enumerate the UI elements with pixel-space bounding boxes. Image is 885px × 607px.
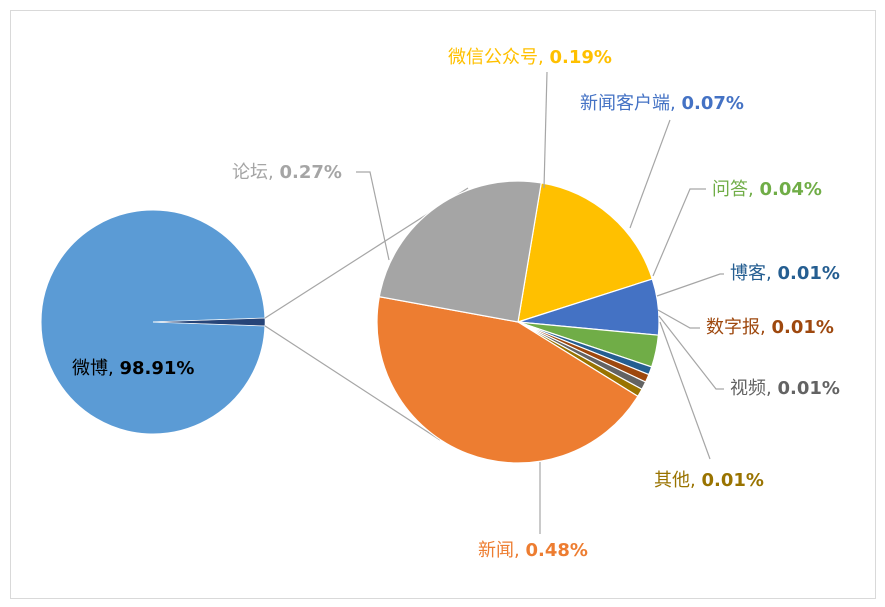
label-forum-category: 论坛 (232, 162, 268, 183)
slice-other-channels (152, 317, 266, 327)
label-wechat-category: 微信公众号 (448, 47, 538, 68)
label-qa: 问答, 0.04% (712, 179, 822, 200)
label-blog-value: 0.01% (777, 263, 839, 284)
label-news: 新闻, 0.48% (478, 540, 588, 561)
data-labels: 微博, 98.91% 微信公众号, 0.19% 新闻客户端, 0.07% 问答, 0.… (72, 47, 840, 561)
label-others-category: 其他 (654, 470, 690, 491)
label-others-value: 0.01% (701, 470, 763, 491)
label-forum-value: 0.27% (279, 162, 341, 183)
slice-wechat (517, 182, 654, 323)
label-blog: 博客, 0.01% (730, 263, 840, 284)
label-news-value: 0.48% (525, 540, 587, 561)
leader-news-client (629, 119, 671, 229)
label-qa-value: 0.04% (759, 179, 821, 200)
leader-video (658, 315, 724, 390)
label-forum: 论坛, 0.27% (232, 162, 342, 183)
label-wechat-value: 0.19% (549, 47, 611, 68)
connector-bottom (264, 325, 441, 441)
label-video-category: 视频 (730, 378, 766, 399)
label-digital-paper: 数字报, 0.01% (706, 317, 834, 338)
leader-lines (356, 71, 724, 534)
label-blog-category: 博客 (730, 263, 766, 284)
label-weibo-category: 微博 (72, 358, 108, 379)
main-pie (40, 209, 266, 435)
leader-wechat (543, 71, 548, 189)
secondary-pie (376, 180, 660, 464)
leader-forum (356, 171, 390, 261)
label-wechat: 微信公众号, 0.19% (448, 47, 612, 68)
label-weibo-value: 98.91% (119, 358, 194, 379)
label-news-client-category: 新闻客户端 (580, 93, 670, 114)
slice-weibo (40, 209, 266, 435)
slice-news (376, 296, 639, 464)
label-video-value: 0.01% (777, 378, 839, 399)
label-news-client: 新闻客户端, 0.07% (580, 93, 744, 114)
label-digital-paper-value: 0.01% (771, 317, 833, 338)
label-news-client-value: 0.07% (681, 93, 743, 114)
leader-digital-paper (657, 309, 700, 329)
label-news-category: 新闻 (478, 540, 514, 561)
slice-forum (378, 180, 542, 323)
label-digital-paper-category: 数字报 (706, 317, 760, 338)
label-qa-category: 问答 (712, 179, 748, 200)
label-others: 其他, 0.01% (654, 470, 764, 491)
label-weibo: 微博, 98.91% (72, 358, 194, 379)
leader-blog (656, 273, 724, 297)
label-video: 视频, 0.01% (730, 378, 840, 399)
leader-qa (652, 188, 706, 277)
leader-others (659, 321, 711, 460)
